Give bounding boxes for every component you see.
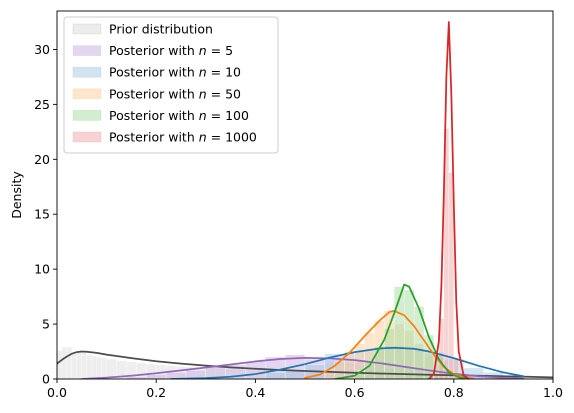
- y-tick-label: 15: [34, 207, 50, 222]
- y-tick-label: 5: [42, 317, 50, 332]
- legend-label-series-2: Posterior with n = 10: [109, 65, 241, 80]
- plot-area: [57, 21, 553, 379]
- legend-box: [63, 16, 279, 154]
- histogram-bar: [245, 361, 266, 379]
- legend-label-value: = 100: [207, 108, 249, 123]
- legend-label-variable: n: [199, 130, 207, 145]
- legend-label-value: = 10: [207, 65, 241, 80]
- kde-layer: [57, 21, 553, 379]
- legend-label-series-1: Posterior with n = 5: [109, 43, 233, 58]
- plot-frame: [56, 10, 554, 380]
- legend-label-value: = 1000: [207, 130, 257, 145]
- histogram-bar: [265, 372, 286, 379]
- histogram-bar: [76, 351, 83, 379]
- y-axis-label: Density: [9, 171, 24, 219]
- legend-label-variable: n: [199, 86, 207, 101]
- histogram-bar: [61, 346, 68, 379]
- legend-swatch-series-5: [72, 131, 102, 143]
- legend-label-series-0: Prior distribution: [109, 22, 213, 37]
- legend-label-series-4: Posterior with n = 100: [109, 108, 249, 123]
- kde-line-series-3: [304, 310, 475, 379]
- y-tick-label: 0: [42, 372, 50, 387]
- histogram-bar: [101, 357, 107, 379]
- legend-label-series-5: Posterior with n = 1000: [109, 130, 257, 145]
- histogram-bar: [146, 374, 167, 379]
- histogram-layer: [57, 128, 553, 379]
- legend-label-value: = 5: [207, 43, 233, 58]
- legend-swatch-series-2: [72, 66, 102, 78]
- legend-label-prefix: Posterior with: [109, 65, 199, 80]
- histogram-bar: [57, 350, 63, 379]
- axes: 0.0 0.2 0.4 0.6 0.8 1.0 0 5 10 15 20 25 30 Density: [9, 10, 563, 400]
- kde-line-series-5: [428, 21, 470, 379]
- kde-line-series-4: [333, 283, 470, 379]
- legend-label-series-3: Posterior with n = 50: [109, 86, 241, 101]
- legend-swatch-series-4: [72, 110, 102, 121]
- histogram-bar: [96, 356, 102, 379]
- histogram-bar: [71, 353, 78, 379]
- legend-label-prefix: Posterior with: [109, 130, 199, 145]
- y-tick-label: 20: [34, 152, 50, 167]
- x-tick-label: 1.0: [543, 385, 563, 400]
- kde-line-series-2: [170, 346, 525, 379]
- y-tick-label: 30: [34, 42, 50, 57]
- legend-label-variable: n: [199, 43, 207, 58]
- y-tick-label: 10: [34, 262, 50, 277]
- x-tick-label: 0.6: [345, 385, 365, 400]
- histogram-bar: [81, 352, 88, 379]
- legend-label-prefix: Posterior with: [109, 108, 199, 123]
- legend-label-value: = 50: [207, 86, 241, 101]
- legend-label-prefix: Posterior with: [109, 43, 199, 58]
- x-tick-label: 0.4: [245, 385, 265, 400]
- histogram-bar: [66, 346, 73, 379]
- histogram-bar: [86, 354, 92, 379]
- histogram-bar: [91, 355, 97, 379]
- histogram-bar: [403, 289, 415, 379]
- x-tick-label: 0.2: [146, 385, 166, 400]
- legend-label-prefix: Posterior with: [109, 86, 199, 101]
- kde-line-series-0: [57, 350, 553, 379]
- legend-swatch-series-3: [72, 88, 102, 100]
- legend-swatch-series-0: [72, 23, 102, 35]
- x-tick-label: 0.8: [444, 385, 464, 400]
- x-tick-label: 0.0: [47, 385, 67, 400]
- y-tick-label: 25: [34, 97, 50, 112]
- legend-swatch-series-1: [72, 45, 102, 56]
- legend-label-variable: n: [199, 65, 207, 80]
- histogram-bar: [448, 172, 455, 379]
- legend-label-variable: n: [199, 108, 207, 123]
- histogram-bar: [106, 358, 117, 379]
